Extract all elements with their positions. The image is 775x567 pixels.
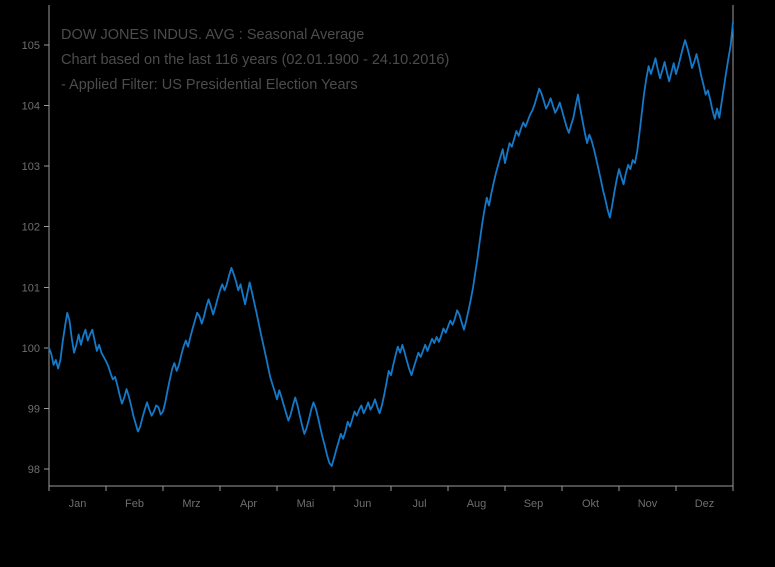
x-tick-label: Mrz xyxy=(182,498,200,510)
plot-frame xyxy=(48,5,734,487)
y-tick-label: 103 xyxy=(22,161,40,173)
data-series-group xyxy=(48,21,734,467)
y-tick-label: 104 xyxy=(22,101,40,113)
x-tick-label: Okt xyxy=(582,498,599,510)
y-axis: 98 99 100 101 102 103 104 105 xyxy=(22,40,49,476)
x-tick-label: Feb xyxy=(125,498,144,510)
y-tick-label: 101 xyxy=(22,282,40,294)
x-tick-label: Jul xyxy=(412,498,426,510)
chart-title-line3: - Applied Filter: US Presidential Electi… xyxy=(61,77,358,93)
x-tick-label: Jan xyxy=(69,498,87,510)
y-tick-label: 100 xyxy=(22,343,40,355)
y-tick-label: 105 xyxy=(22,40,40,52)
x-tick-label: Dez xyxy=(695,498,715,510)
chart-title-line1: DOW JONES INDUS. AVG : Seasonal Average xyxy=(61,27,364,43)
x-tick-label: Mai xyxy=(297,498,315,510)
chart-title-line2: Chart based on the last 116 years (02.01… xyxy=(61,52,449,68)
x-axis: Jan Feb Mrz Apr Mai Jun Jul Aug Sep Okt Nov Dez xyxy=(48,486,734,510)
x-tick-label: Apr xyxy=(240,498,257,510)
y-tick-label: 102 xyxy=(22,222,40,234)
y-tick-label: 99 xyxy=(28,403,40,415)
x-tick-label: Sep xyxy=(524,498,544,510)
series-line-0 xyxy=(48,21,734,467)
x-tick-label: Aug xyxy=(467,498,487,510)
y-tick-label: 98 xyxy=(28,464,40,476)
chart-title-block: DOW JONES INDUS. AVG : Seasonal Average … xyxy=(61,27,449,93)
x-tick-label: Nov xyxy=(638,498,658,510)
x-tick-label: Jun xyxy=(354,498,372,510)
